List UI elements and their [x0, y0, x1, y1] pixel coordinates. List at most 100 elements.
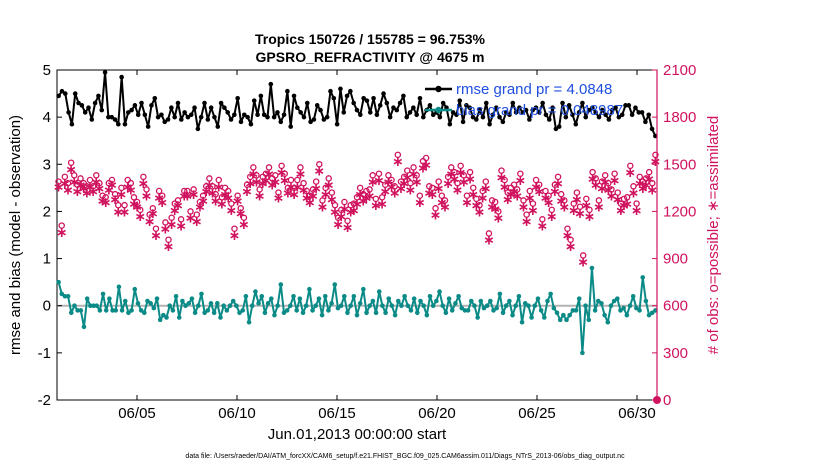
- rmse-point: [517, 105, 522, 111]
- bias-point: [459, 305, 465, 311]
- obs-assimilated-marker: ∗: [75, 178, 87, 194]
- obs-assimilated-marker: ∗: [596, 181, 608, 197]
- bias-point: [218, 315, 223, 320]
- rmse-point: [159, 112, 164, 118]
- rmse-point: [540, 100, 545, 106]
- rmse-point: [304, 100, 310, 106]
- obs-possible-marker: [652, 151, 659, 159]
- rmse-point: [503, 110, 509, 115]
- obs-possible-marker: [209, 183, 216, 190]
- rmse-point: [96, 93, 101, 99]
- bias-point: [129, 308, 134, 313]
- obs-possible-marker: [623, 194, 631, 201]
- rmse-point: [384, 100, 390, 106]
- bias-point: [526, 303, 531, 309]
- obs-possible-marker: [237, 205, 245, 212]
- obs-possible-marker: [127, 179, 135, 187]
- obs-assimilated-marker: ∗: [247, 167, 259, 183]
- rmse-point: [328, 88, 333, 94]
- rmse-point: [149, 103, 154, 108]
- bias-point: [551, 305, 557, 311]
- bias-point: [164, 315, 169, 320]
- rmse-point: [92, 100, 98, 106]
- bias-point: [415, 310, 420, 316]
- bias-point: [354, 312, 360, 318]
- bias-point: [421, 303, 426, 309]
- obs-assimilated-marker: ∗: [414, 195, 426, 211]
- obs-possible-marker: [190, 186, 197, 193]
- bias-point: [542, 315, 547, 320]
- obs-assimilated-marker: ∗: [615, 203, 627, 219]
- x-tick-label: 06/15: [318, 405, 356, 422]
- obs-possible-marker: [520, 197, 527, 204]
- bias-point: [65, 293, 71, 299]
- rmse-point: [318, 107, 323, 113]
- obs-assimilated-marker: ∗: [398, 176, 410, 192]
- legend-bias-marker: [435, 106, 442, 114]
- obs-assimilated-marker: ∗: [492, 211, 504, 227]
- obs-assimilated-marker: ∗: [78, 181, 90, 197]
- obs-assimilated-marker: ∗: [486, 200, 498, 216]
- obs-assimilated-marker: ∗: [304, 195, 316, 211]
- obs-possible-marker: [485, 230, 493, 237]
- obs-possible-marker: [369, 172, 376, 179]
- bias-point: [154, 296, 160, 301]
- rmse-point: [374, 112, 380, 118]
- obs-assimilated-marker: ∗: [276, 165, 288, 181]
- rmse-point: [195, 126, 201, 132]
- rmse-point: [563, 114, 569, 120]
- bias-point: [62, 293, 68, 299]
- y-left-tick-label: 1: [43, 251, 51, 268]
- bias-point: [561, 312, 566, 318]
- obs-possible-marker: [429, 184, 436, 192]
- obs-possible-marker: [86, 176, 94, 184]
- rmse-point: [391, 105, 396, 111]
- bias-point: [399, 303, 404, 309]
- rmse-point: [212, 114, 217, 120]
- obs-assimilated-marker: ∗: [219, 187, 231, 203]
- rmse-point: [311, 117, 317, 122]
- x-tick-label: 06/30: [618, 405, 656, 422]
- obs-assimilated-marker: ∗: [109, 192, 121, 208]
- obs-possible-marker: [529, 200, 537, 207]
- obs-assimilated-marker: ∗: [565, 239, 577, 255]
- bias-point: [538, 308, 544, 313]
- rmse-point: [430, 112, 436, 118]
- obs-possible-marker: [331, 201, 339, 209]
- rmse-point: [241, 112, 247, 118]
- bias-point: [256, 301, 261, 306]
- rmse-point: [470, 114, 476, 120]
- bias-point: [297, 296, 303, 301]
- obs-assimilated-marker: ∗: [646, 182, 658, 198]
- obs-possible-marker: [567, 236, 574, 243]
- bias-point: [510, 312, 515, 318]
- rmse-point: [500, 119, 506, 125]
- obs-possible-marker: [469, 184, 477, 192]
- bias-point: [583, 303, 588, 309]
- bias-point: [395, 298, 401, 304]
- bias-point: [249, 303, 255, 309]
- bias-point: [573, 308, 579, 313]
- bias-point: [307, 286, 312, 292]
- y-right-tick-label: 1800: [663, 109, 696, 126]
- obs-assimilated-marker: ∗: [376, 197, 388, 213]
- y-right-tick-label: 0: [663, 392, 671, 409]
- obs-possible-marker: [573, 189, 581, 196]
- obs-assimilated-marker: ∗: [370, 198, 382, 214]
- bias-point: [335, 305, 341, 311]
- rmse-point: [576, 110, 582, 115]
- bias-point: [649, 310, 655, 316]
- bias-point: [221, 303, 226, 309]
- bias-point: [443, 310, 449, 316]
- obs-possible-marker: [287, 176, 295, 184]
- obs-assimilated-marker: ∗: [169, 203, 181, 219]
- bias-point: [88, 303, 93, 309]
- bias-point: [110, 308, 115, 313]
- obs-possible-marker: [177, 216, 185, 223]
- obs-possible-marker: [353, 194, 361, 201]
- rmse-point: [464, 103, 469, 108]
- rmse-point: [546, 117, 552, 122]
- obs-assimilated-marker: ∗: [153, 190, 165, 206]
- obs-possible-marker: [391, 183, 398, 190]
- rmse-point: [619, 112, 625, 118]
